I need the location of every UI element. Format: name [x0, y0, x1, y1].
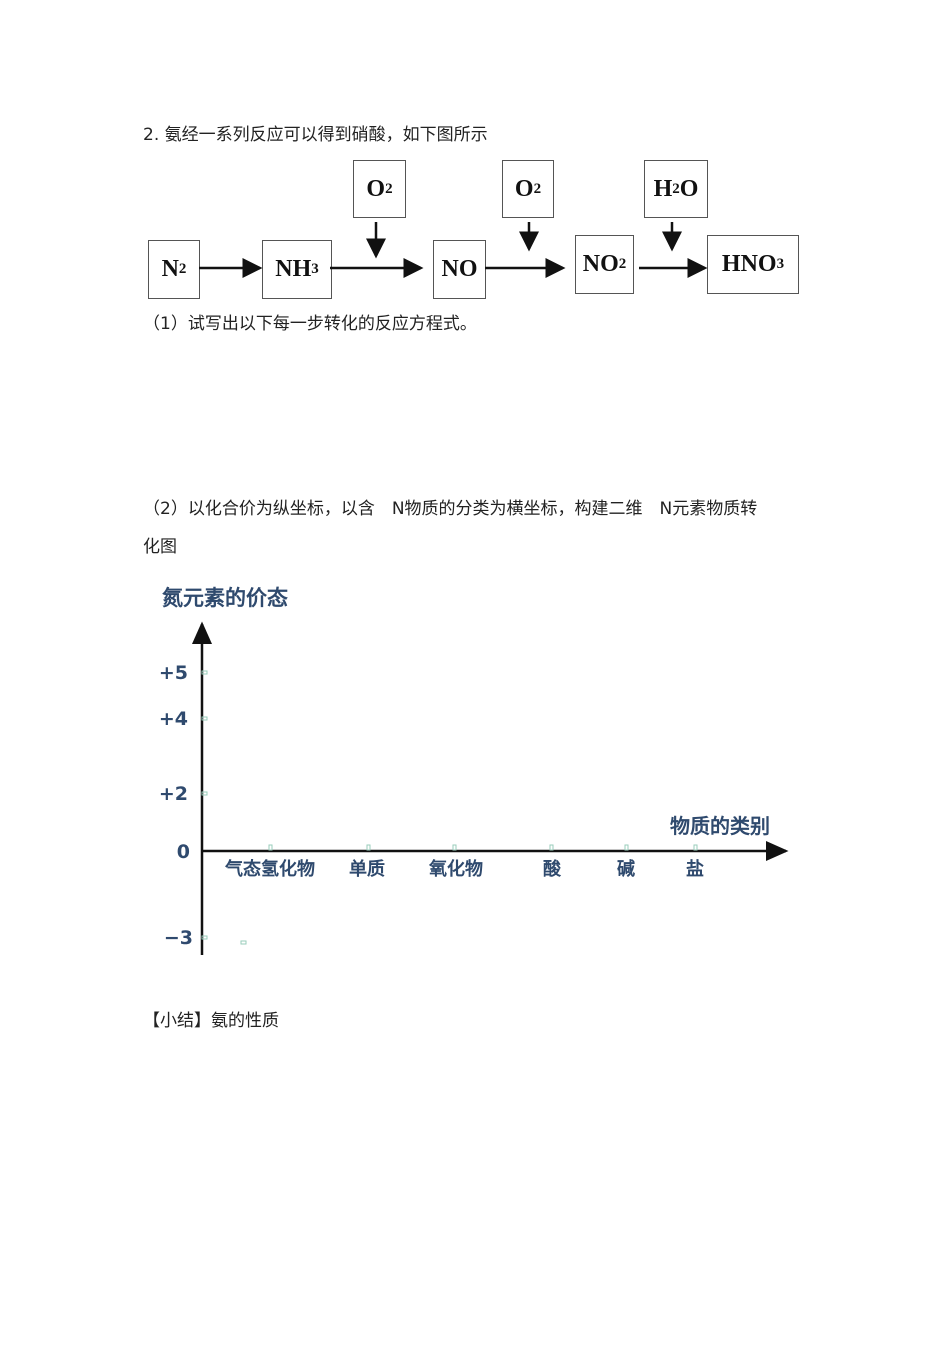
- y-tick-label: +2: [158, 783, 188, 805]
- y-tick-label: −3: [163, 927, 193, 949]
- part2-text-cont: 化图: [143, 537, 177, 557]
- chart-axes: [192, 621, 789, 955]
- x-tick: [366, 844, 371, 851]
- part2-text: （2）以化合价为纵坐标，以含 N物质的分类为横坐标，构建二维 N元素物质转: [143, 499, 758, 519]
- x-tick: [549, 844, 554, 851]
- summary-heading: 【小结】氨的性质: [143, 1011, 279, 1031]
- reaction-arrows: [199, 222, 708, 278]
- x-tick: [693, 844, 698, 851]
- y-axis-title: 氮元素的价态: [162, 586, 288, 610]
- y-tick-label: +4: [158, 708, 188, 730]
- x-tick: [268, 844, 273, 851]
- x-category-label: 气态氢化物: [225, 859, 315, 880]
- x-category-label: 单质: [349, 859, 385, 880]
- y-tick: [201, 716, 208, 721]
- x-tick: [452, 844, 457, 851]
- species-box: HNO 3: [707, 235, 799, 294]
- question-title: 2. 氨经一系列反应可以得到硝酸，如下图所示: [143, 125, 488, 145]
- y-tick: [201, 670, 208, 675]
- x-category-label: 酸: [543, 859, 561, 880]
- y-tick: [201, 791, 208, 796]
- x-tick: [624, 844, 629, 851]
- species-box: NO 2: [575, 235, 634, 294]
- x-category-label: 盐: [686, 859, 704, 880]
- species-box: NH 3: [262, 240, 332, 299]
- species-box: NO: [433, 240, 486, 299]
- x-category-label: 氧化物: [429, 859, 483, 880]
- x-category-label: 碱: [617, 859, 635, 880]
- x-axis-title: 物质的类别: [670, 814, 770, 838]
- y-tick: [201, 935, 208, 940]
- y-tick-label: 0: [176, 841, 190, 863]
- stray-mark: [240, 940, 247, 945]
- y-tick-label: +5: [158, 662, 188, 684]
- part1-text: （1）试写出以下每一步转化的反应方程式。: [143, 314, 477, 334]
